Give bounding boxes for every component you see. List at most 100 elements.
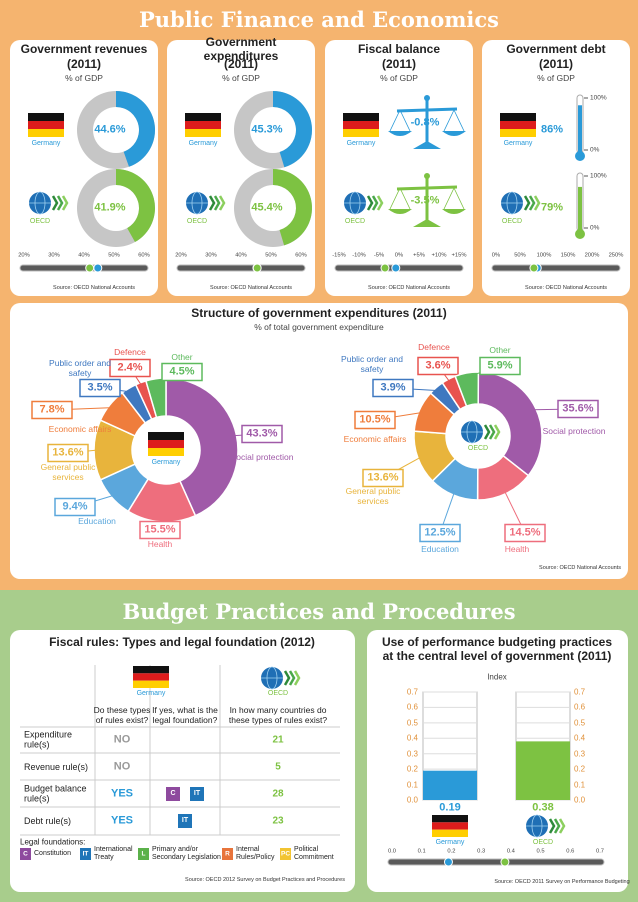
thermo-fill: [578, 105, 582, 153]
balance-strings: [443, 109, 465, 132]
balance-strings: [389, 109, 411, 132]
card: [10, 40, 158, 296]
flag-stripe: [148, 440, 184, 448]
flag-stripe: [500, 113, 536, 121]
donut-slice: [477, 371, 543, 477]
flag-stripe: [432, 815, 468, 823]
flag-stripe: [185, 113, 221, 121]
balance-pan: [388, 131, 412, 136]
slider-dot: [93, 263, 103, 273]
oecd-chevron: [283, 670, 291, 686]
value-box: [417, 356, 459, 376]
oecd-chevron: [293, 670, 301, 686]
oecd-chevron: [558, 818, 566, 834]
flag-stripe: [133, 673, 169, 681]
oecd-chevron: [528, 195, 536, 211]
oecd-chevron: [213, 195, 221, 211]
oecd-chevron: [366, 195, 374, 211]
oecd-chevron: [218, 195, 226, 211]
card: [167, 40, 315, 296]
value-box: [139, 520, 181, 540]
legend-badge: [20, 848, 31, 860]
flag-stripe: [432, 822, 468, 830]
value-box: [362, 468, 404, 488]
oecd-chevron: [523, 195, 531, 211]
value-box: [354, 410, 396, 430]
balance-top: [424, 95, 430, 101]
oecd-chevron: [553, 818, 561, 834]
oecd-chevron: [493, 424, 501, 440]
slider-dot: [391, 263, 401, 273]
balance-base: [413, 141, 441, 149]
slider-dot: [85, 263, 95, 273]
slider-dot: [500, 857, 510, 867]
slider-dot: [529, 263, 539, 273]
oecd-chevron: [371, 195, 379, 211]
legend-badge: [222, 848, 233, 860]
flag-stripe: [185, 129, 221, 137]
donut-value: [273, 169, 312, 246]
slider-track: [387, 858, 605, 866]
donut-slice: [144, 377, 167, 419]
thermo-bulb: [575, 229, 585, 239]
donut-value: [116, 169, 156, 243]
value-box: [54, 497, 96, 517]
flag-stripe: [148, 448, 184, 456]
flag-stripe: [148, 432, 184, 440]
flag-stripe: [185, 121, 221, 129]
flag-stripe: [343, 113, 379, 121]
flag-stripe: [343, 121, 379, 129]
balance-beam: [396, 107, 458, 113]
oecd-chevron: [488, 424, 496, 440]
slider-dot: [443, 857, 453, 867]
oecd-chevron: [56, 195, 64, 211]
donut-slice: [165, 377, 239, 517]
foundation-badge: [178, 814, 192, 828]
flag-stripe: [133, 680, 169, 688]
flag-stripe: [432, 829, 468, 837]
slider-dot: [252, 263, 262, 273]
legend-badge: [80, 848, 91, 860]
flag-stripe: [133, 666, 169, 674]
donut-value: [273, 91, 312, 168]
value-box: [109, 358, 151, 378]
value-box: [504, 523, 546, 543]
oecd-chevron: [288, 670, 296, 686]
donut-slice: [454, 371, 480, 408]
balance-base: [413, 219, 441, 227]
oecd-chevron: [483, 424, 491, 440]
balance-strings: [389, 187, 411, 210]
oecd-chevron: [376, 195, 384, 211]
value-box: [479, 356, 521, 376]
value-box: [31, 400, 73, 420]
donut-value: [116, 91, 156, 167]
balance-pan: [388, 209, 412, 214]
oecd-chevron: [208, 195, 216, 211]
flag-stripe: [343, 129, 379, 137]
foundation-badge: [190, 787, 204, 801]
value-box: [419, 523, 461, 543]
flag-stripe: [500, 129, 536, 137]
flag-stripe: [500, 121, 536, 129]
value-box: [241, 424, 283, 444]
value-box: [372, 378, 414, 398]
balance-top: [424, 173, 430, 179]
value-box: [79, 378, 121, 398]
card: [10, 630, 355, 892]
balance-pan: [442, 131, 466, 136]
balance-pan: [442, 209, 466, 214]
flag-stripe: [28, 121, 64, 129]
slider-track: [491, 264, 621, 272]
card: [367, 630, 628, 892]
oecd-chevron: [548, 818, 556, 834]
value-box: [47, 443, 89, 463]
foundation-badge: [166, 787, 180, 801]
balance-strings: [443, 187, 465, 210]
slider-track: [19, 264, 149, 272]
oecd-chevron: [533, 195, 541, 211]
bar: [516, 741, 570, 800]
legend-badge: [280, 848, 291, 860]
thermo-bulb: [575, 151, 585, 161]
